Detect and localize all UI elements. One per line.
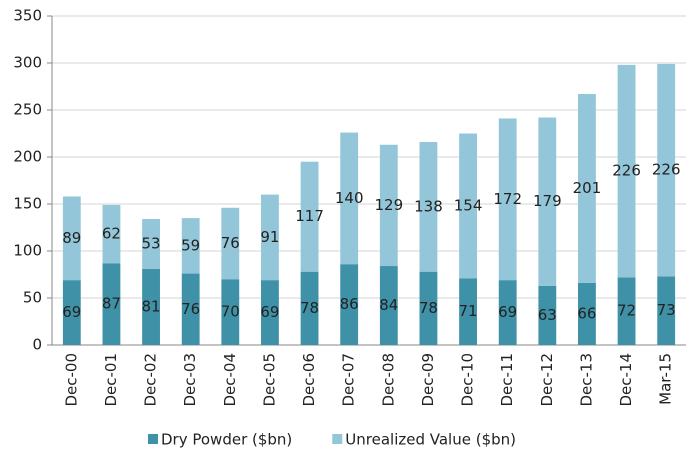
x-tick-label: Dec-13: [577, 353, 595, 407]
data-label: 140: [335, 189, 364, 207]
x-tick-label: Dec-04: [221, 353, 239, 407]
bar-segment: [261, 194, 279, 281]
data-label: 129: [374, 196, 403, 214]
data-label: 226: [612, 162, 641, 180]
data-label: 69: [260, 303, 279, 321]
bar-segment: [62, 280, 81, 345]
y-tick-label: 250: [13, 101, 42, 119]
legend-swatch: [332, 434, 343, 444]
data-label: 78: [300, 299, 319, 317]
data-label: 72: [617, 302, 636, 320]
x-tick-label: Dec-07: [340, 353, 358, 407]
bar-segment: [538, 285, 557, 345]
x-tick-label: Dec-08: [379, 353, 397, 407]
data-label: 201: [573, 179, 602, 197]
bar-segment: [617, 64, 636, 278]
bar-segment: [102, 263, 121, 345]
data-label: 76: [181, 300, 200, 318]
x-tick-label: Dec-09: [419, 353, 437, 407]
bar-segment: [498, 280, 517, 345]
legend-label: Dry Powder ($bn): [161, 431, 292, 449]
bar-segment: [498, 118, 517, 281]
data-label: 71: [459, 302, 478, 320]
x-tick-label: Dec-10: [459, 353, 477, 407]
data-label: 53: [142, 234, 161, 252]
bar-segment: [538, 117, 557, 286]
data-label: 69: [498, 303, 517, 321]
x-tick-label: Dec-03: [181, 353, 199, 407]
data-label: 117: [295, 207, 324, 225]
y-tick-label: 300: [13, 54, 42, 72]
data-label: 84: [379, 296, 398, 314]
bar-segment: [459, 133, 477, 279]
bar-segment: [459, 278, 477, 345]
x-tick-label: Dec-02: [142, 353, 160, 407]
bar-segment: [181, 218, 200, 274]
y-tick-label: 100: [13, 242, 42, 260]
bar-segment: [379, 144, 398, 267]
bar-segment: [102, 204, 121, 264]
x-tick-label: Dec-11: [498, 353, 516, 407]
x-tick-label: Mar-15: [657, 353, 675, 405]
bar-segment: [142, 268, 160, 345]
data-label: 179: [533, 192, 562, 210]
y-tick-label: 350: [13, 7, 42, 25]
legend-label: Unrealized Value ($bn): [345, 431, 516, 449]
data-label: 59: [181, 236, 200, 254]
data-label: 81: [142, 297, 161, 315]
bar-segment: [300, 271, 319, 345]
data-label: 154: [454, 196, 483, 214]
x-tick-label: Dec-14: [617, 353, 635, 407]
bar-segment: [62, 196, 81, 281]
bar-segment: [340, 264, 359, 345]
data-label: 69: [62, 303, 81, 321]
data-label: 73: [657, 301, 676, 319]
bar-segment: [261, 280, 279, 345]
y-tick-label: 200: [13, 148, 42, 166]
bar-segment: [657, 276, 676, 345]
bar-segment: [340, 132, 359, 265]
data-label: 70: [221, 303, 240, 321]
data-label: 172: [493, 190, 522, 208]
data-label: 76: [221, 234, 240, 252]
y-tick-label: 50: [23, 289, 42, 307]
data-label: 62: [102, 225, 121, 243]
bar-segment: [578, 94, 596, 283]
bar-segment: [221, 279, 240, 345]
y-tick-label: 0: [32, 336, 42, 354]
data-label: 89: [62, 229, 81, 247]
y-tick-label: 150: [13, 195, 42, 213]
legend-swatch: [148, 434, 158, 444]
data-label: 78: [419, 299, 438, 317]
x-tick-label: Dec-05: [260, 353, 278, 407]
bar-segment: [419, 141, 438, 272]
data-label: 91: [260, 228, 279, 246]
data-label: 87: [102, 295, 121, 313]
bar-segment: [657, 63, 676, 277]
bar-segment: [578, 282, 596, 345]
bar-segment: [221, 207, 240, 280]
x-tick-label: Dec-12: [538, 353, 556, 407]
bar-segment: [181, 273, 200, 345]
data-label: 226: [652, 161, 681, 179]
bar-segment: [142, 219, 160, 269]
bar-segment: [379, 266, 398, 345]
x-tick-label: Dec-01: [102, 353, 120, 407]
data-label: 66: [577, 304, 596, 322]
x-tick-label: Dec-06: [300, 353, 318, 407]
bar-segment: [300, 161, 319, 272]
data-label: 86: [340, 295, 359, 313]
x-tick-label: Dec-00: [62, 353, 80, 407]
data-label: 138: [414, 197, 443, 215]
bar-segment: [617, 277, 636, 345]
data-label: 63: [538, 306, 557, 324]
bar-segment: [419, 271, 438, 345]
